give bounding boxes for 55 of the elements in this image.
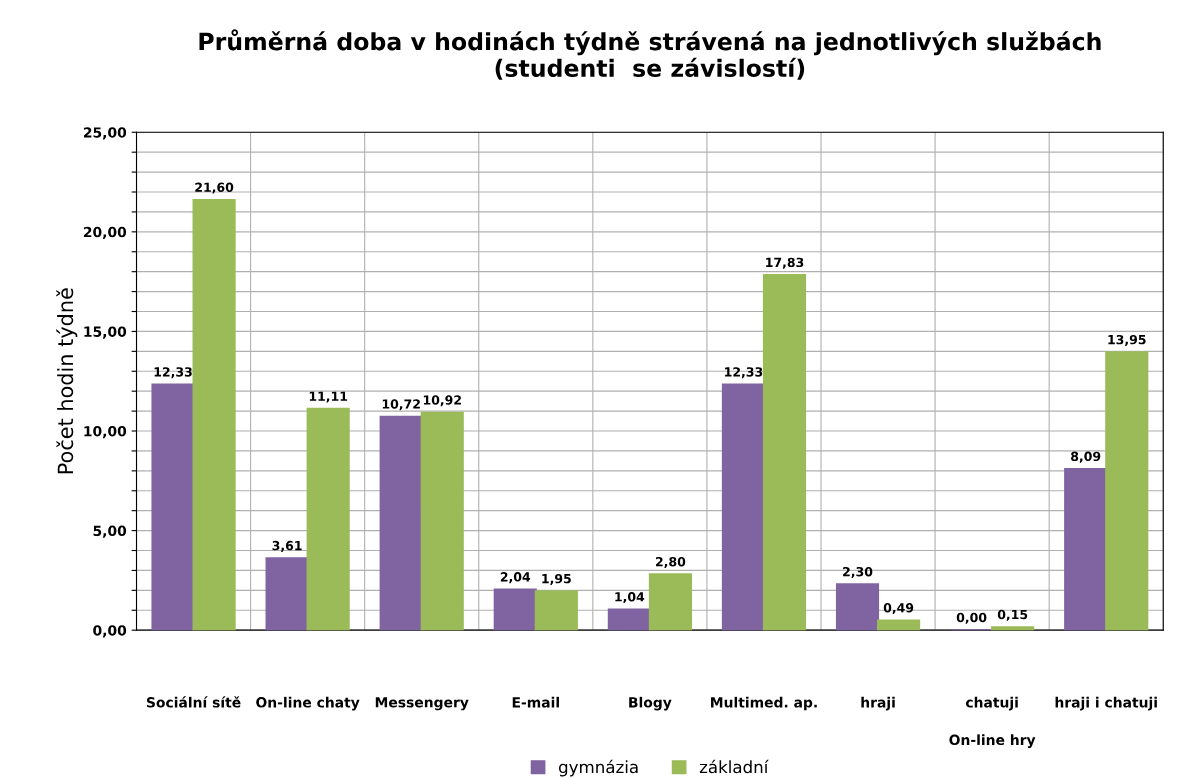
bar bbox=[493, 588, 537, 631]
data-label: 17,83 bbox=[766, 257, 804, 269]
x-tick-label: On-line chaty bbox=[256, 696, 360, 711]
data-label: 10,92 bbox=[423, 395, 461, 407]
bar bbox=[151, 383, 195, 631]
y-axis-title: Počet hodin týdně bbox=[56, 288, 78, 474]
bar bbox=[420, 411, 464, 631]
x-tick-label: hraji i chatuji bbox=[1055, 696, 1157, 711]
data-label: 0,49 bbox=[883, 602, 914, 615]
bar bbox=[1105, 351, 1149, 631]
x-tick-label: Multimed. ap. bbox=[711, 696, 817, 711]
y-tick-label: 0,00 bbox=[93, 625, 127, 638]
text: On-line hry bbox=[949, 734, 1036, 748]
data-label: 2,30 bbox=[843, 566, 873, 578]
x-tick-label: E-mail bbox=[512, 696, 559, 708]
x-tick-label: chatuji bbox=[965, 696, 1018, 711]
data-label: 1,95 bbox=[542, 573, 571, 585]
bar bbox=[379, 415, 423, 631]
bar bbox=[762, 274, 807, 631]
bar bbox=[607, 608, 651, 631]
bar bbox=[721, 383, 766, 631]
y-tick-label: 25,00 bbox=[83, 127, 127, 140]
bar bbox=[1064, 468, 1108, 631]
x-tick-label: Sociální sítě bbox=[146, 696, 241, 708]
data-label: 3,61 bbox=[272, 540, 302, 552]
y-tick-label: 5,00 bbox=[93, 525, 127, 538]
data-label: 0,00 bbox=[956, 612, 987, 624]
data-label: 13,95 bbox=[1108, 334, 1146, 346]
y-tick-label: 15,00 bbox=[84, 326, 127, 339]
data-label: 1,04 bbox=[615, 592, 645, 604]
data-label: 2,04 bbox=[500, 572, 531, 584]
bar bbox=[835, 583, 880, 631]
legend-label: základní bbox=[699, 759, 769, 774]
data-label: 2,80 bbox=[655, 556, 686, 569]
bar bbox=[877, 619, 921, 631]
bar bbox=[648, 573, 692, 631]
x-tick-label: Blogy bbox=[629, 696, 672, 711]
bar bbox=[192, 198, 236, 631]
data-label: 0,15 bbox=[997, 609, 1028, 621]
x-tick-label: hraji bbox=[861, 696, 895, 711]
y-tick-label: 20,00 bbox=[83, 226, 127, 240]
data-label: 10,72 bbox=[382, 399, 420, 411]
bar bbox=[534, 590, 578, 631]
chart-title: Průměrná doba v hodinách týdně strávená na jednotlivých službách (studenti se závislostí) bbox=[199, 29, 1101, 80]
data-label: 21,60 bbox=[195, 182, 234, 194]
legend-label: gymnázia bbox=[559, 759, 638, 777]
x-tick-label: Messengery bbox=[375, 697, 469, 711]
bar bbox=[306, 407, 350, 631]
data-label: 8,09 bbox=[1071, 451, 1101, 463]
data-label: 12,33 bbox=[725, 367, 763, 379]
y-tick-label: 10,00 bbox=[84, 425, 127, 439]
data-label: 11,11 bbox=[309, 391, 348, 403]
bar bbox=[265, 557, 309, 631]
bar bbox=[991, 626, 1035, 631]
data-label: 12,33 bbox=[154, 367, 192, 379]
